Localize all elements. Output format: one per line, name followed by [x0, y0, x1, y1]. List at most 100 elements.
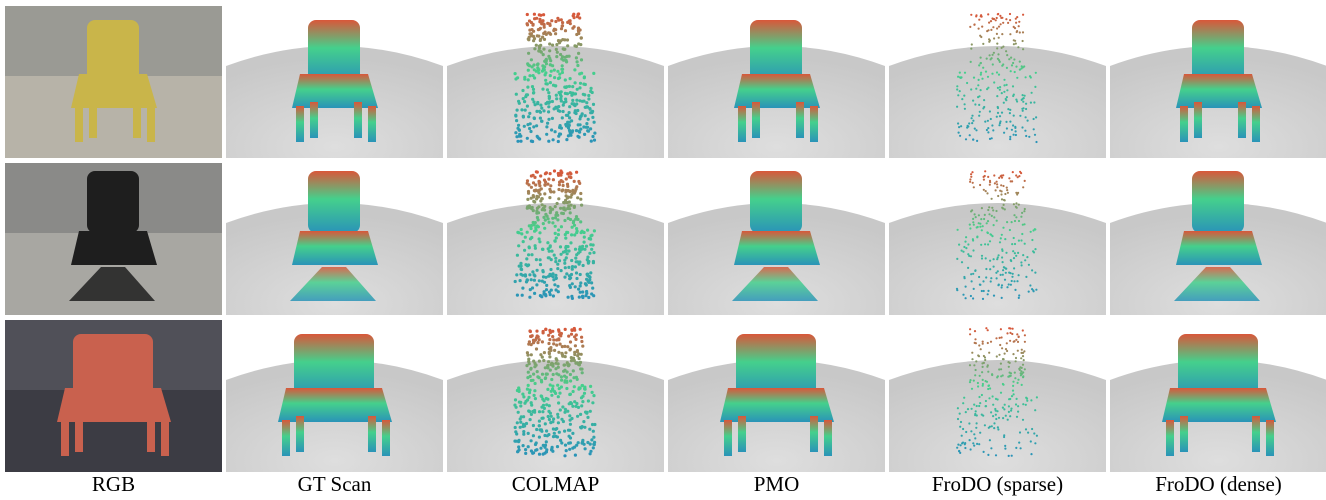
point [981, 25, 984, 28]
point [545, 448, 549, 452]
point [573, 104, 577, 108]
point [556, 16, 560, 20]
point [515, 108, 519, 112]
point [1023, 334, 1026, 337]
point [1005, 50, 1008, 53]
point [990, 197, 993, 200]
point [974, 269, 977, 272]
point [570, 267, 574, 271]
chair-leg [354, 102, 362, 138]
point [1008, 58, 1011, 61]
point [558, 132, 563, 136]
point [548, 56, 552, 61]
chair-leg [1252, 106, 1260, 142]
point [586, 272, 590, 276]
point [1002, 198, 1006, 202]
point [556, 233, 560, 237]
point [558, 408, 562, 412]
point [578, 360, 583, 364]
point [992, 209, 995, 212]
point [955, 287, 959, 290]
point [528, 418, 532, 422]
point [563, 261, 567, 265]
point [982, 280, 985, 283]
point [996, 376, 999, 379]
point [580, 339, 584, 344]
point [964, 138, 968, 141]
point [513, 403, 517, 407]
point [988, 183, 991, 186]
point [990, 411, 993, 414]
point [965, 247, 968, 250]
point [974, 437, 977, 440]
point [995, 219, 998, 222]
point [567, 175, 571, 179]
point [580, 371, 584, 375]
point [1005, 18, 1008, 21]
point [579, 281, 583, 285]
point [1015, 397, 1018, 400]
point [531, 194, 535, 198]
point [1003, 84, 1006, 87]
point [565, 361, 569, 365]
point [562, 101, 566, 105]
point [575, 231, 579, 235]
point [564, 351, 568, 355]
point [552, 278, 556, 282]
point [1015, 191, 1018, 194]
point [559, 252, 563, 256]
point [532, 339, 536, 343]
point [554, 256, 558, 260]
point [1012, 25, 1015, 28]
point [971, 181, 974, 184]
chair-back [294, 334, 374, 396]
point [550, 447, 554, 451]
point [956, 85, 959, 88]
point [514, 131, 518, 135]
point [1007, 410, 1010, 413]
point [1005, 96, 1008, 99]
point [551, 294, 555, 298]
point [571, 404, 575, 408]
point [529, 439, 533, 443]
point [576, 217, 580, 221]
point [551, 420, 555, 424]
point [972, 221, 975, 224]
point [1000, 46, 1003, 50]
point [959, 420, 963, 424]
point [1021, 363, 1025, 366]
point [544, 327, 548, 331]
point [556, 171, 560, 176]
point [575, 276, 579, 281]
point [574, 56, 578, 60]
point [1004, 447, 1007, 450]
point [1003, 352, 1006, 355]
point [523, 273, 527, 277]
point [515, 273, 519, 277]
point [979, 283, 982, 286]
point [957, 131, 960, 134]
point [987, 426, 990, 429]
point [525, 12, 529, 17]
point [989, 259, 992, 262]
point [1024, 76, 1027, 79]
point [537, 435, 541, 439]
point [1014, 133, 1017, 137]
point [1034, 85, 1037, 88]
chair-leg [75, 106, 83, 142]
chair-back [87, 171, 139, 233]
point [583, 132, 587, 136]
point [552, 338, 556, 342]
point [528, 388, 532, 392]
point [1008, 12, 1012, 16]
point [520, 293, 524, 297]
point [977, 78, 980, 81]
point [1011, 272, 1014, 275]
point [1007, 283, 1010, 286]
point [1020, 172, 1023, 175]
chair-leg [368, 416, 376, 452]
point [543, 366, 547, 370]
point [548, 31, 552, 35]
point [989, 117, 992, 121]
point [987, 13, 990, 16]
